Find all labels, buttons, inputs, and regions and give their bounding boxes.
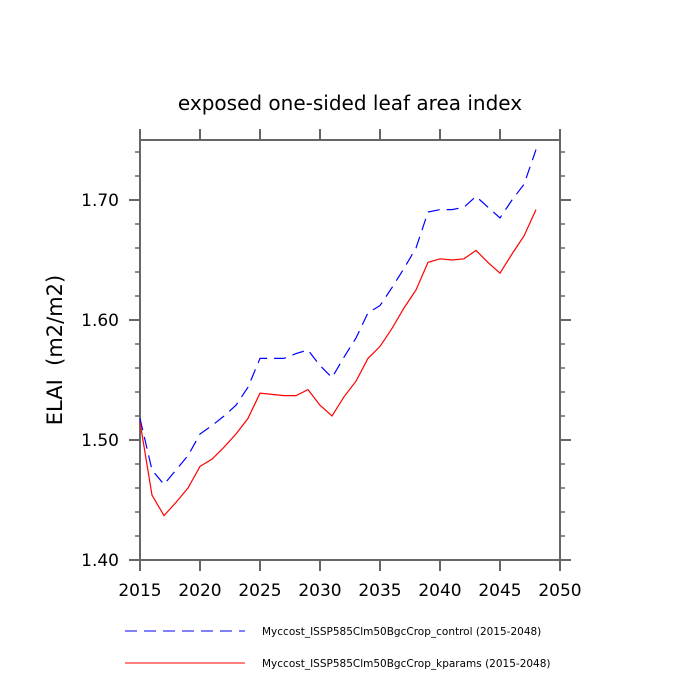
legend-label-1: Myccost_ISSP585Clm50BgcCrop_kparams (201… xyxy=(262,658,551,670)
y-tick-label: 1.70 xyxy=(81,191,119,211)
x-tick-label: 2020 xyxy=(178,581,221,601)
chart-title: exposed one-sided leaf area index xyxy=(178,91,522,115)
x-tick-label: 2050 xyxy=(538,581,581,601)
axes: 2015 2020 2025 2030 2035 2040 2045 2050 1.40 1.50… xyxy=(81,129,582,601)
x-tick-label: 2040 xyxy=(418,581,461,601)
y-tick-label: 1.60 xyxy=(81,311,119,331)
y-axis-label: ELAI (m2/m2) xyxy=(43,275,67,425)
y-tick-label: 1.50 xyxy=(81,431,119,451)
legend: Myccost_ISSP585Clm50BgcCrop_control (201… xyxy=(125,626,551,670)
x-tick-label: 2025 xyxy=(238,581,281,601)
x-tick-label: 2030 xyxy=(298,581,341,601)
x-tick-label: 2045 xyxy=(478,581,521,601)
series-group xyxy=(139,149,537,517)
series-line-1 xyxy=(139,209,537,517)
plot-frame xyxy=(139,139,561,561)
x-tick-label: 2015 xyxy=(118,581,161,601)
series-line-0 xyxy=(139,149,537,486)
y-tick-label: 1.40 xyxy=(81,551,119,571)
x-tick-label: 2035 xyxy=(358,581,401,601)
legend-label-0: Myccost_ISSP585Clm50BgcCrop_control (201… xyxy=(262,626,541,638)
